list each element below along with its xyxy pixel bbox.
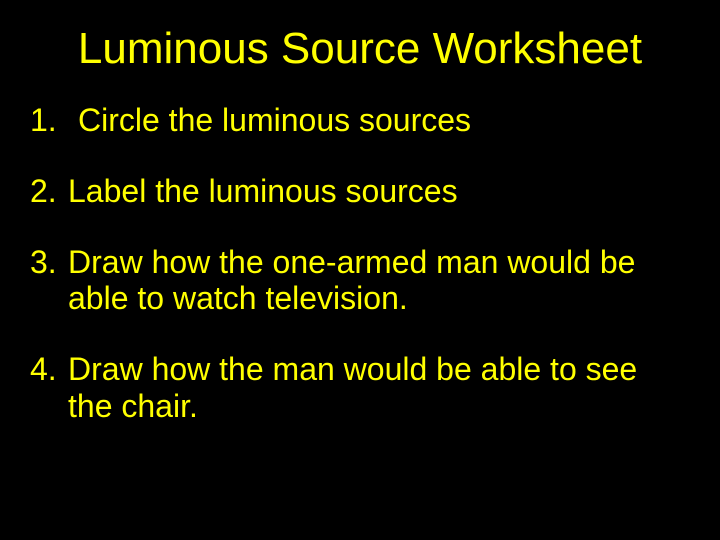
list-marker: 3.: [30, 244, 68, 281]
worksheet-list: 1. Circle the luminous sources 2. Label …: [30, 102, 690, 425]
list-text: Draw how the man would be able to see th…: [68, 351, 690, 425]
list-item: 1. Circle the luminous sources: [30, 102, 690, 139]
list-text: Draw how the one-armed man would be able…: [68, 244, 690, 318]
list-item: 4. Draw how the man would be able to see…: [30, 351, 690, 425]
list-item: 3. Draw how the one-armed man would be a…: [30, 244, 690, 318]
list-marker: 2.: [30, 173, 68, 210]
list-text: Label the luminous sources: [68, 173, 690, 210]
list-marker: 1.: [30, 102, 78, 139]
list-text: Circle the luminous sources: [78, 102, 690, 139]
slide: Luminous Source Worksheet 1. Circle the …: [0, 0, 720, 540]
list-item: 2. Label the luminous sources: [30, 173, 690, 210]
list-marker: 4.: [30, 351, 68, 388]
slide-title: Luminous Source Worksheet: [30, 24, 690, 74]
